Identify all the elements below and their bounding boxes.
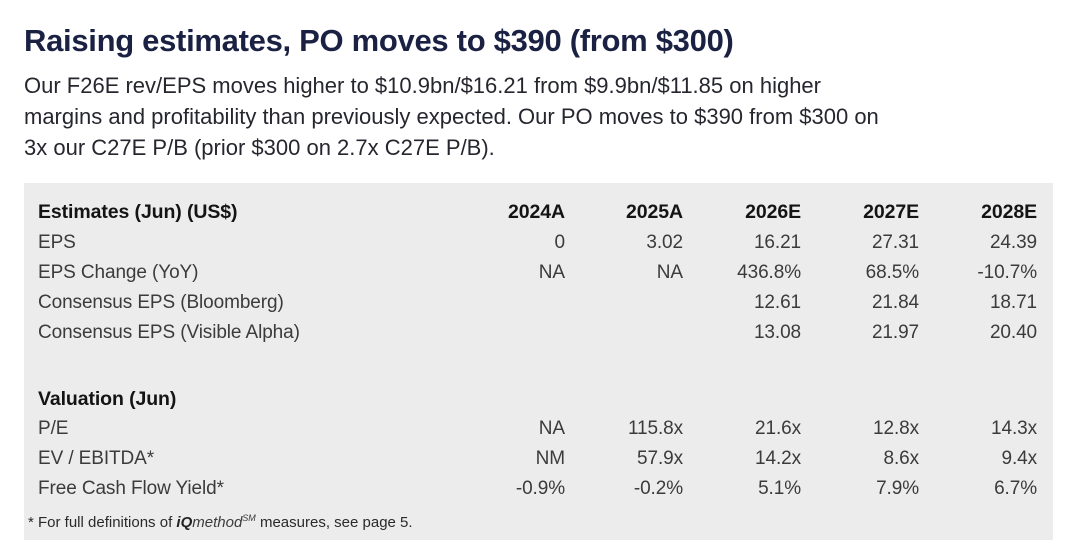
service-mark-superscript: SM: [242, 513, 256, 523]
summary-line: Our F26E rev/EPS moves higher to $10.9bn…: [24, 73, 821, 98]
cell-value: NM: [535, 448, 565, 469]
cell-value: 14.3x: [991, 418, 1037, 439]
research-note-page: Raising estimates, PO moves to $390 (fro…: [24, 23, 1053, 540]
cell-value: 3.02: [646, 232, 683, 253]
row-label: EPS: [38, 232, 76, 253]
row-label: EPS Change (YoY): [38, 262, 199, 283]
table-row: Consensus EPS (Bloomberg) 12.61 21.84 18.71: [38, 288, 1037, 318]
column-header-2025A: 2025A: [626, 201, 683, 223]
cell-value: -0.2%: [633, 478, 683, 499]
table-row: Free Cash Flow Yield* -0.9% -0.2% 5.1% 7.9% 6…: [38, 474, 1037, 504]
summary-paragraph: Our F26E rev/EPS moves higher to $10.9bn…: [24, 70, 1053, 163]
table-row: EPS 0 3.02 16.21 27.31 24.39: [38, 228, 1037, 258]
table-body: EPS 0 3.02 16.21 27.31 24.39 EPS Change (YoY) N…: [38, 228, 1037, 504]
row-label: Free Cash Flow Yield*: [38, 478, 224, 499]
cell-value: 436.8%: [737, 262, 801, 283]
table-row: Consensus EPS (Visible Alpha) 13.08 21.97 2…: [38, 318, 1037, 348]
estimates-valuation-table: Estimates (Jun) (US$) 2024A 2025A 2026E …: [24, 183, 1053, 540]
cell-value: 20.40: [989, 322, 1037, 343]
column-header-2027E: 2027E: [863, 201, 919, 223]
cell-value: 21.97: [871, 322, 919, 343]
cell-value: 57.9x: [637, 448, 683, 469]
iqmethod-brand-rest: method: [192, 514, 243, 531]
cell-value: 8.6x: [883, 448, 919, 469]
cell-value: 7.9%: [876, 478, 919, 499]
table-footnote: * For full definitions of iQmethodSM mea…: [28, 508, 1037, 533]
column-header-2026E: 2026E: [745, 201, 801, 223]
section-header-row: Valuation (Jun): [38, 384, 1037, 414]
row-label: EV / EBITDA*: [38, 448, 155, 469]
table-header-label: Estimates (Jun) (US$): [38, 201, 238, 223]
row-label: Consensus EPS (Bloomberg): [38, 292, 284, 313]
table-row: EPS Change (YoY) NA NA 436.8% 68.5% -10.7%: [38, 258, 1037, 288]
iqmethod-brand: iQ: [176, 514, 193, 531]
cell-value: -0.9%: [515, 478, 565, 499]
cell-value: 18.71: [989, 292, 1037, 313]
cell-value: 5.1%: [758, 478, 801, 499]
column-header-2028E: 2028E: [981, 201, 1037, 223]
table-row: P/E NA 115.8x 21.6x 12.8x 14.3x: [38, 414, 1037, 444]
cell-value: 16.21: [753, 232, 801, 253]
row-label: P/E: [38, 418, 69, 439]
section-header-label: Valuation (Jun): [38, 388, 177, 410]
cell-value: -10.7%: [977, 262, 1037, 283]
cell-value: 9.4x: [1001, 448, 1037, 469]
cell-value: NA: [656, 262, 683, 283]
column-header-2024A: 2024A: [508, 201, 565, 223]
cell-value: 12.61: [753, 292, 801, 313]
cell-value: NA: [538, 418, 565, 439]
cell-value: NA: [538, 262, 565, 283]
cell-value: 115.8x: [627, 418, 683, 439]
section-spacer: [38, 348, 1037, 384]
cell-value: 14.2x: [755, 448, 801, 469]
cell-value: 21.84: [871, 292, 919, 313]
footnote-text: measures, see page 5.: [255, 514, 413, 531]
summary-line: margins and profitability than previousl…: [24, 104, 879, 129]
cell-value: 68.5%: [865, 262, 919, 283]
cell-value: 21.6x: [755, 418, 801, 439]
cell-value: 12.8x: [873, 418, 919, 439]
cell-value: 0: [554, 232, 566, 253]
summary-line: 3x our C27E P/B (prior $300 on 2.7x C27E…: [24, 135, 495, 160]
table-header-row: Estimates (Jun) (US$) 2024A 2025A 2026E …: [38, 196, 1037, 228]
cell-value: 27.31: [871, 232, 919, 253]
cell-value: 13.08: [753, 322, 801, 343]
cell-value: 6.7%: [994, 478, 1037, 499]
footnote-text: * For full definitions of: [28, 514, 177, 531]
page-title: Raising estimates, PO moves to $390 (fro…: [24, 23, 734, 58]
table-row: EV / EBITDA* NM 57.9x 14.2x 8.6x 9.4x: [38, 444, 1037, 474]
cell-value: 24.39: [989, 232, 1037, 253]
row-label: Consensus EPS (Visible Alpha): [38, 322, 300, 343]
